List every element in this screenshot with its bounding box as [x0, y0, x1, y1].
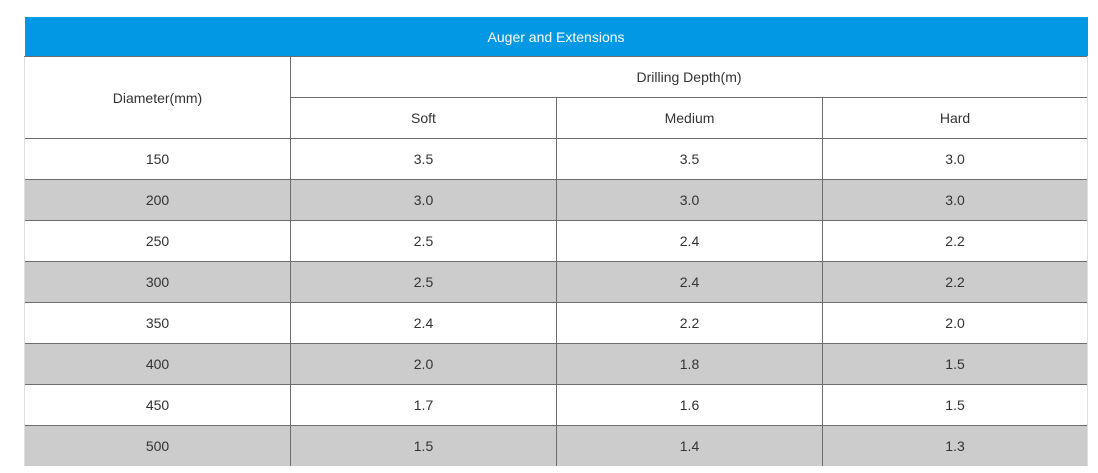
soft-depth-cell: 2.5 — [290, 220, 557, 262]
soft-depth-cell: 3.0 — [290, 179, 557, 221]
medium-depth-cell: 2.4 — [556, 220, 823, 262]
table-row: 350 2.4 2.2 2.0 — [24, 302, 1089, 344]
diameter-cell: 500 — [24, 425, 291, 466]
table-row: 450 1.7 1.6 1.5 — [24, 384, 1089, 426]
table-row: 250 2.5 2.4 2.2 — [24, 220, 1089, 262]
medium-depth-cell: 2.4 — [556, 261, 823, 303]
medium-depth-cell: 2.2 — [556, 302, 823, 344]
hard-header: Hard — [821, 97, 1089, 139]
medium-depth-cell: 1.6 — [556, 384, 823, 426]
medium-depth-cell: 1.8 — [556, 343, 823, 385]
diameter-cell: 400 — [24, 343, 291, 385]
hard-depth-cell: 1.5 — [821, 343, 1089, 385]
hard-depth-cell: 3.0 — [821, 138, 1089, 180]
medium-depth-cell: 3.5 — [556, 138, 823, 180]
table-row: 200 3.0 3.0 3.0 — [24, 179, 1089, 221]
diameter-cell: 250 — [24, 220, 291, 262]
hard-depth-cell: 2.2 — [821, 261, 1089, 303]
table-row: 400 2.0 1.8 1.5 — [24, 343, 1089, 385]
soft-depth-cell: 2.5 — [290, 261, 557, 303]
diameter-cell: 350 — [24, 302, 291, 344]
medium-depth-cell: 1.4 — [556, 425, 823, 466]
hard-depth-cell: 2.0 — [821, 302, 1089, 344]
table-body: 150 3.5 3.5 3.0 200 3.0 3.0 3.0 250 2.5 … — [24, 138, 1089, 466]
drilling-depth-header: Drilling Depth(m) — [289, 56, 1089, 98]
table-row: 150 3.5 3.5 3.0 — [24, 138, 1089, 180]
table-title: Auger and Extensions — [24, 17, 1088, 57]
soft-depth-cell: 2.0 — [290, 343, 557, 385]
diameter-cell: 200 — [24, 179, 291, 221]
hard-depth-cell: 1.5 — [821, 384, 1089, 426]
soft-depth-cell: 1.5 — [290, 425, 557, 466]
hard-depth-cell: 3.0 — [821, 179, 1089, 221]
hard-depth-cell: 1.3 — [821, 425, 1089, 466]
hard-depth-cell: 2.2 — [821, 220, 1089, 262]
soft-depth-cell: 3.5 — [290, 138, 557, 180]
auger-extensions-table: Auger and Extensions Diameter(mm) Drilli… — [24, 17, 1089, 466]
diameter-cell: 450 — [24, 384, 291, 426]
table-row: 300 2.5 2.4 2.2 — [24, 261, 1089, 303]
soft-header: Soft — [290, 97, 557, 139]
diameter-cell: 150 — [24, 138, 291, 180]
soft-depth-cell: 1.7 — [290, 384, 557, 426]
medium-depth-cell: 3.0 — [556, 179, 823, 221]
table-row: 500 1.5 1.4 1.3 — [24, 425, 1089, 466]
auger-extensions-table-container: Auger and Extensions Diameter(mm) Drilli… — [24, 17, 1089, 466]
medium-header: Medium — [556, 97, 823, 139]
soft-depth-cell: 2.4 — [290, 302, 557, 344]
diameter-cell: 300 — [24, 261, 291, 303]
diameter-header: Diameter(mm) — [24, 56, 291, 139]
